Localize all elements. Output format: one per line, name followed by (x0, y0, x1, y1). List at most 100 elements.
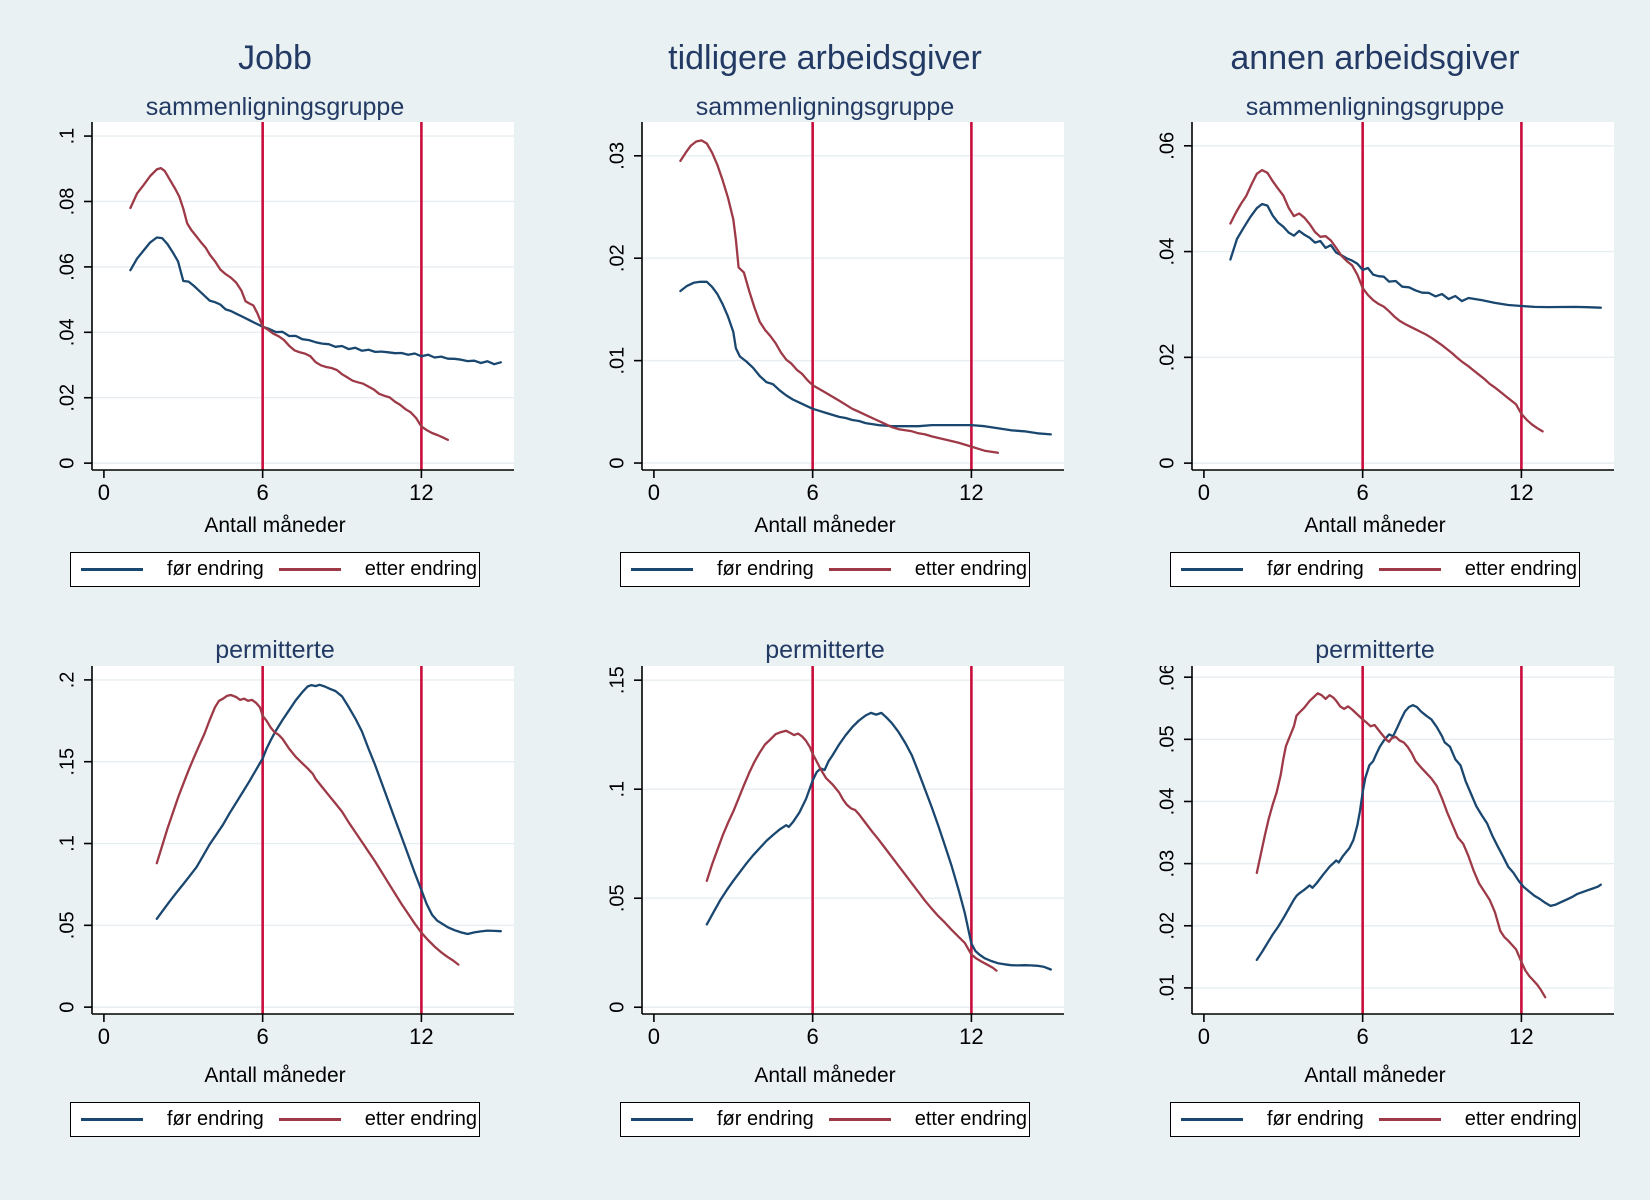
y-tick-label: .02 (606, 244, 628, 272)
plot-area (92, 666, 514, 1014)
y-tick-label: .02 (1156, 912, 1178, 940)
x-tick-label: 12 (1509, 1024, 1533, 1049)
panel-subtitle: sammenligningsgruppe (695, 93, 955, 121)
y-tick-label: .04 (1156, 788, 1178, 816)
x-tick-label: 12 (959, 1024, 983, 1049)
y-tick-label: 0 (1156, 458, 1178, 469)
y-tick-label: .02 (1156, 343, 1178, 371)
y-tick-label: .05 (606, 884, 628, 912)
series-line-for-endring (705, 711, 1052, 971)
legend-box: før endring etter endring (1170, 1102, 1580, 1137)
x-tick-label: 0 (98, 1024, 110, 1049)
legend-box: før endring etter endring (70, 552, 480, 587)
x-axis-label: Antall måneder (754, 514, 896, 537)
x-axis-label: Antall måneder (204, 514, 346, 537)
legend-entry-for-endring: før endring (81, 558, 264, 581)
chart-tidligere-permitterte: 0 .05 .1 .15 0 6 12 (606, 666, 1064, 1049)
y-tick-label: .1 (56, 835, 78, 852)
series-line-for-endring (1255, 704, 1602, 962)
legend-line-blue (81, 568, 143, 571)
column-title-tidligere-arbeidsgiver: tidligere arbeidsgiver (668, 39, 982, 77)
panel-subtitle: sammenligningsgruppe (1245, 93, 1505, 121)
x-tick-label: 6 (257, 1024, 269, 1049)
plot-area (642, 666, 1064, 1014)
legend-label: etter endring (914, 1108, 1027, 1130)
series-line-etter-endring (1229, 168, 1544, 433)
x-tick-label: 0 (648, 1024, 660, 1049)
legend-entry-etter-endring: etter endring (828, 1108, 1027, 1131)
y-tick-label: .08 (56, 188, 78, 216)
legend-label: før endring (1267, 558, 1364, 580)
x-tick-label: 0 (1198, 1024, 1210, 1049)
y-tick-label: .03 (1156, 850, 1178, 878)
y-tick-label: 0 (56, 1002, 78, 1013)
y-tick-label: .04 (56, 318, 78, 346)
legend-entry-for-endring: før endring (81, 1108, 264, 1131)
panel-tidligere-sammenligningsgruppe: tidligere arbeidsgiver sammenligningsgru… (550, 0, 1100, 600)
legend-line-red (278, 568, 341, 571)
x-tick-label: 6 (1357, 480, 1369, 505)
y-tick-label: .05 (1156, 725, 1178, 753)
plot-area (1192, 666, 1614, 1014)
y-tick-label: .2 (56, 672, 78, 689)
chart-annen-sammenligningsgruppe: 0 .02 .04 .06 0 6 12 (1156, 122, 1614, 505)
legend-entry-etter-endring: etter endring (1378, 1108, 1577, 1131)
legend-box: før endring etter endring (70, 1102, 480, 1137)
panel-tidligere-permitterte: permitterte 0 .05 .1 .15 0 6 12 Antall måneder… (550, 600, 1100, 1200)
legend-label: før endring (1267, 1108, 1364, 1130)
legend-entry-etter-endring: etter endring (1378, 558, 1577, 581)
chart-jobb-permitterte: 0 .05 .1 .15 .2 0 6 12 (56, 666, 514, 1049)
y-tick-label: 0 (56, 458, 78, 469)
series-line-etter-endring (155, 693, 460, 966)
x-axis-label: Antall måneder (754, 1064, 896, 1087)
panel-subtitle: permitterte (215, 636, 335, 664)
panel-jobb-sammenligningsgruppe: Jobb sammenligningsgruppe 0 .02 .04 .06 .08.… (0, 0, 550, 600)
legend-line-blue (81, 1118, 143, 1121)
y-tick-label: .04 (1156, 238, 1178, 266)
series-line-for-endring (679, 280, 1052, 436)
y-tick-label: .01 (606, 347, 628, 375)
legend-line-blue (631, 1118, 693, 1121)
x-axis-label: Antall måneder (1304, 1064, 1446, 1087)
x-axis-label: Antall måneder (204, 1064, 346, 1087)
panel-annen-sammenligningsgruppe: annen arbeidsgiver sammenligningsgruppe … (1100, 0, 1650, 600)
chart-annen-permitterte: .01 .02 .03 .04 .05 .06 0 6 12 (1156, 666, 1614, 1049)
panel-jobb-permitterte: permitterte 0 .05 .1 .15 .2 0 6 12 Antall måned… (0, 600, 550, 1200)
panel-annen-permitterte: permitterte .01 .02 .03 .04 .05 .06 0 6 12 Antal… (1100, 600, 1650, 1200)
legend-entry-etter-endring: etter endring (278, 558, 477, 581)
y-tick-label: .06 (1156, 666, 1178, 691)
chart-jobb-sammenligningsgruppe: 0 .02 .04 .06 .08 .1 0 6 12 (56, 122, 514, 505)
legend-label: før endring (717, 558, 814, 580)
plot-area (642, 122, 1064, 470)
series-line-etter-endring (129, 166, 450, 442)
x-tick-label: 0 (98, 480, 110, 505)
legend-entry-for-endring: før endring (631, 1108, 814, 1131)
legend-line-blue (1181, 1118, 1243, 1121)
y-tick-label: .1 (606, 781, 628, 798)
series-line-etter-endring (679, 139, 1000, 454)
legend-line-red (1378, 1118, 1441, 1121)
y-tick-label: .01 (1156, 974, 1178, 1002)
x-tick-label: 12 (1509, 480, 1533, 505)
legend-label: etter endring (1464, 1108, 1577, 1130)
legend-entry-for-endring: før endring (1181, 558, 1364, 581)
x-tick-label: 0 (1198, 480, 1210, 505)
legend-box: før endring etter endring (620, 552, 1030, 587)
column-title-annen-arbeidsgiver: annen arbeidsgiver (1230, 39, 1520, 77)
legend-line-red (278, 1118, 341, 1121)
legend-label: før endring (167, 558, 264, 580)
series-line-etter-endring (705, 729, 998, 972)
chart-tidligere-sammenligningsgruppe: 0 .01 .02 .03 0 6 12 (606, 122, 1064, 505)
legend-line-blue (631, 568, 693, 571)
column-title-jobb: Jobb (238, 39, 312, 77)
y-tick-label: .06 (1156, 132, 1178, 160)
x-tick-label: 0 (648, 480, 660, 505)
panel-subtitle: sammenligningsgruppe (145, 93, 405, 121)
legend-line-blue (1181, 568, 1243, 571)
x-axis-label: Antall måneder (1304, 514, 1446, 537)
series-line-for-endring (155, 683, 502, 936)
legend-label: før endring (717, 1108, 814, 1130)
x-tick-label: 6 (257, 480, 269, 505)
y-tick-label: 0 (606, 457, 628, 468)
legend-label: etter endring (1464, 558, 1577, 580)
